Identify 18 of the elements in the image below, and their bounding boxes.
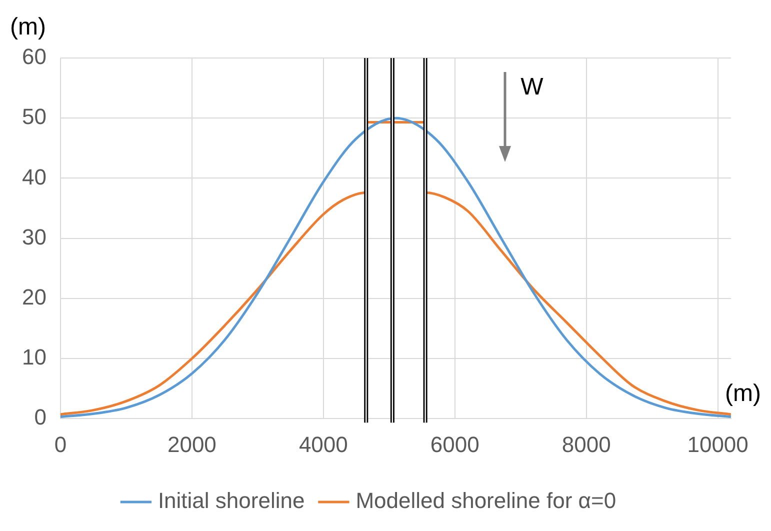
y-tick-label: 30 (22, 224, 46, 250)
legend-label: Modelled shoreline for α=0 (356, 488, 616, 514)
legend-label: Initial shoreline (158, 488, 305, 514)
x-tick-label: 10000 (687, 432, 748, 457)
y-tick-label: 60 (22, 44, 46, 70)
x-axis-title: (m) (725, 380, 761, 408)
x-tick-label: 4000 (298, 432, 348, 457)
y-tick-label: 40 (22, 164, 46, 190)
x-tick-label: 6000 (430, 432, 480, 457)
x-tick-label: 2000 (167, 432, 216, 457)
y-tick-label: 20 (22, 284, 46, 310)
y-tick-label: 0 (34, 404, 46, 430)
y-tick-label: 50 (22, 104, 46, 130)
y-axis-title: (m) (10, 14, 46, 41)
x-tick-label: 8000 (562, 432, 611, 457)
x-tick-label: 0 (54, 432, 67, 457)
y-tick-label: 10 (22, 344, 46, 370)
annotation: W (520, 74, 544, 101)
